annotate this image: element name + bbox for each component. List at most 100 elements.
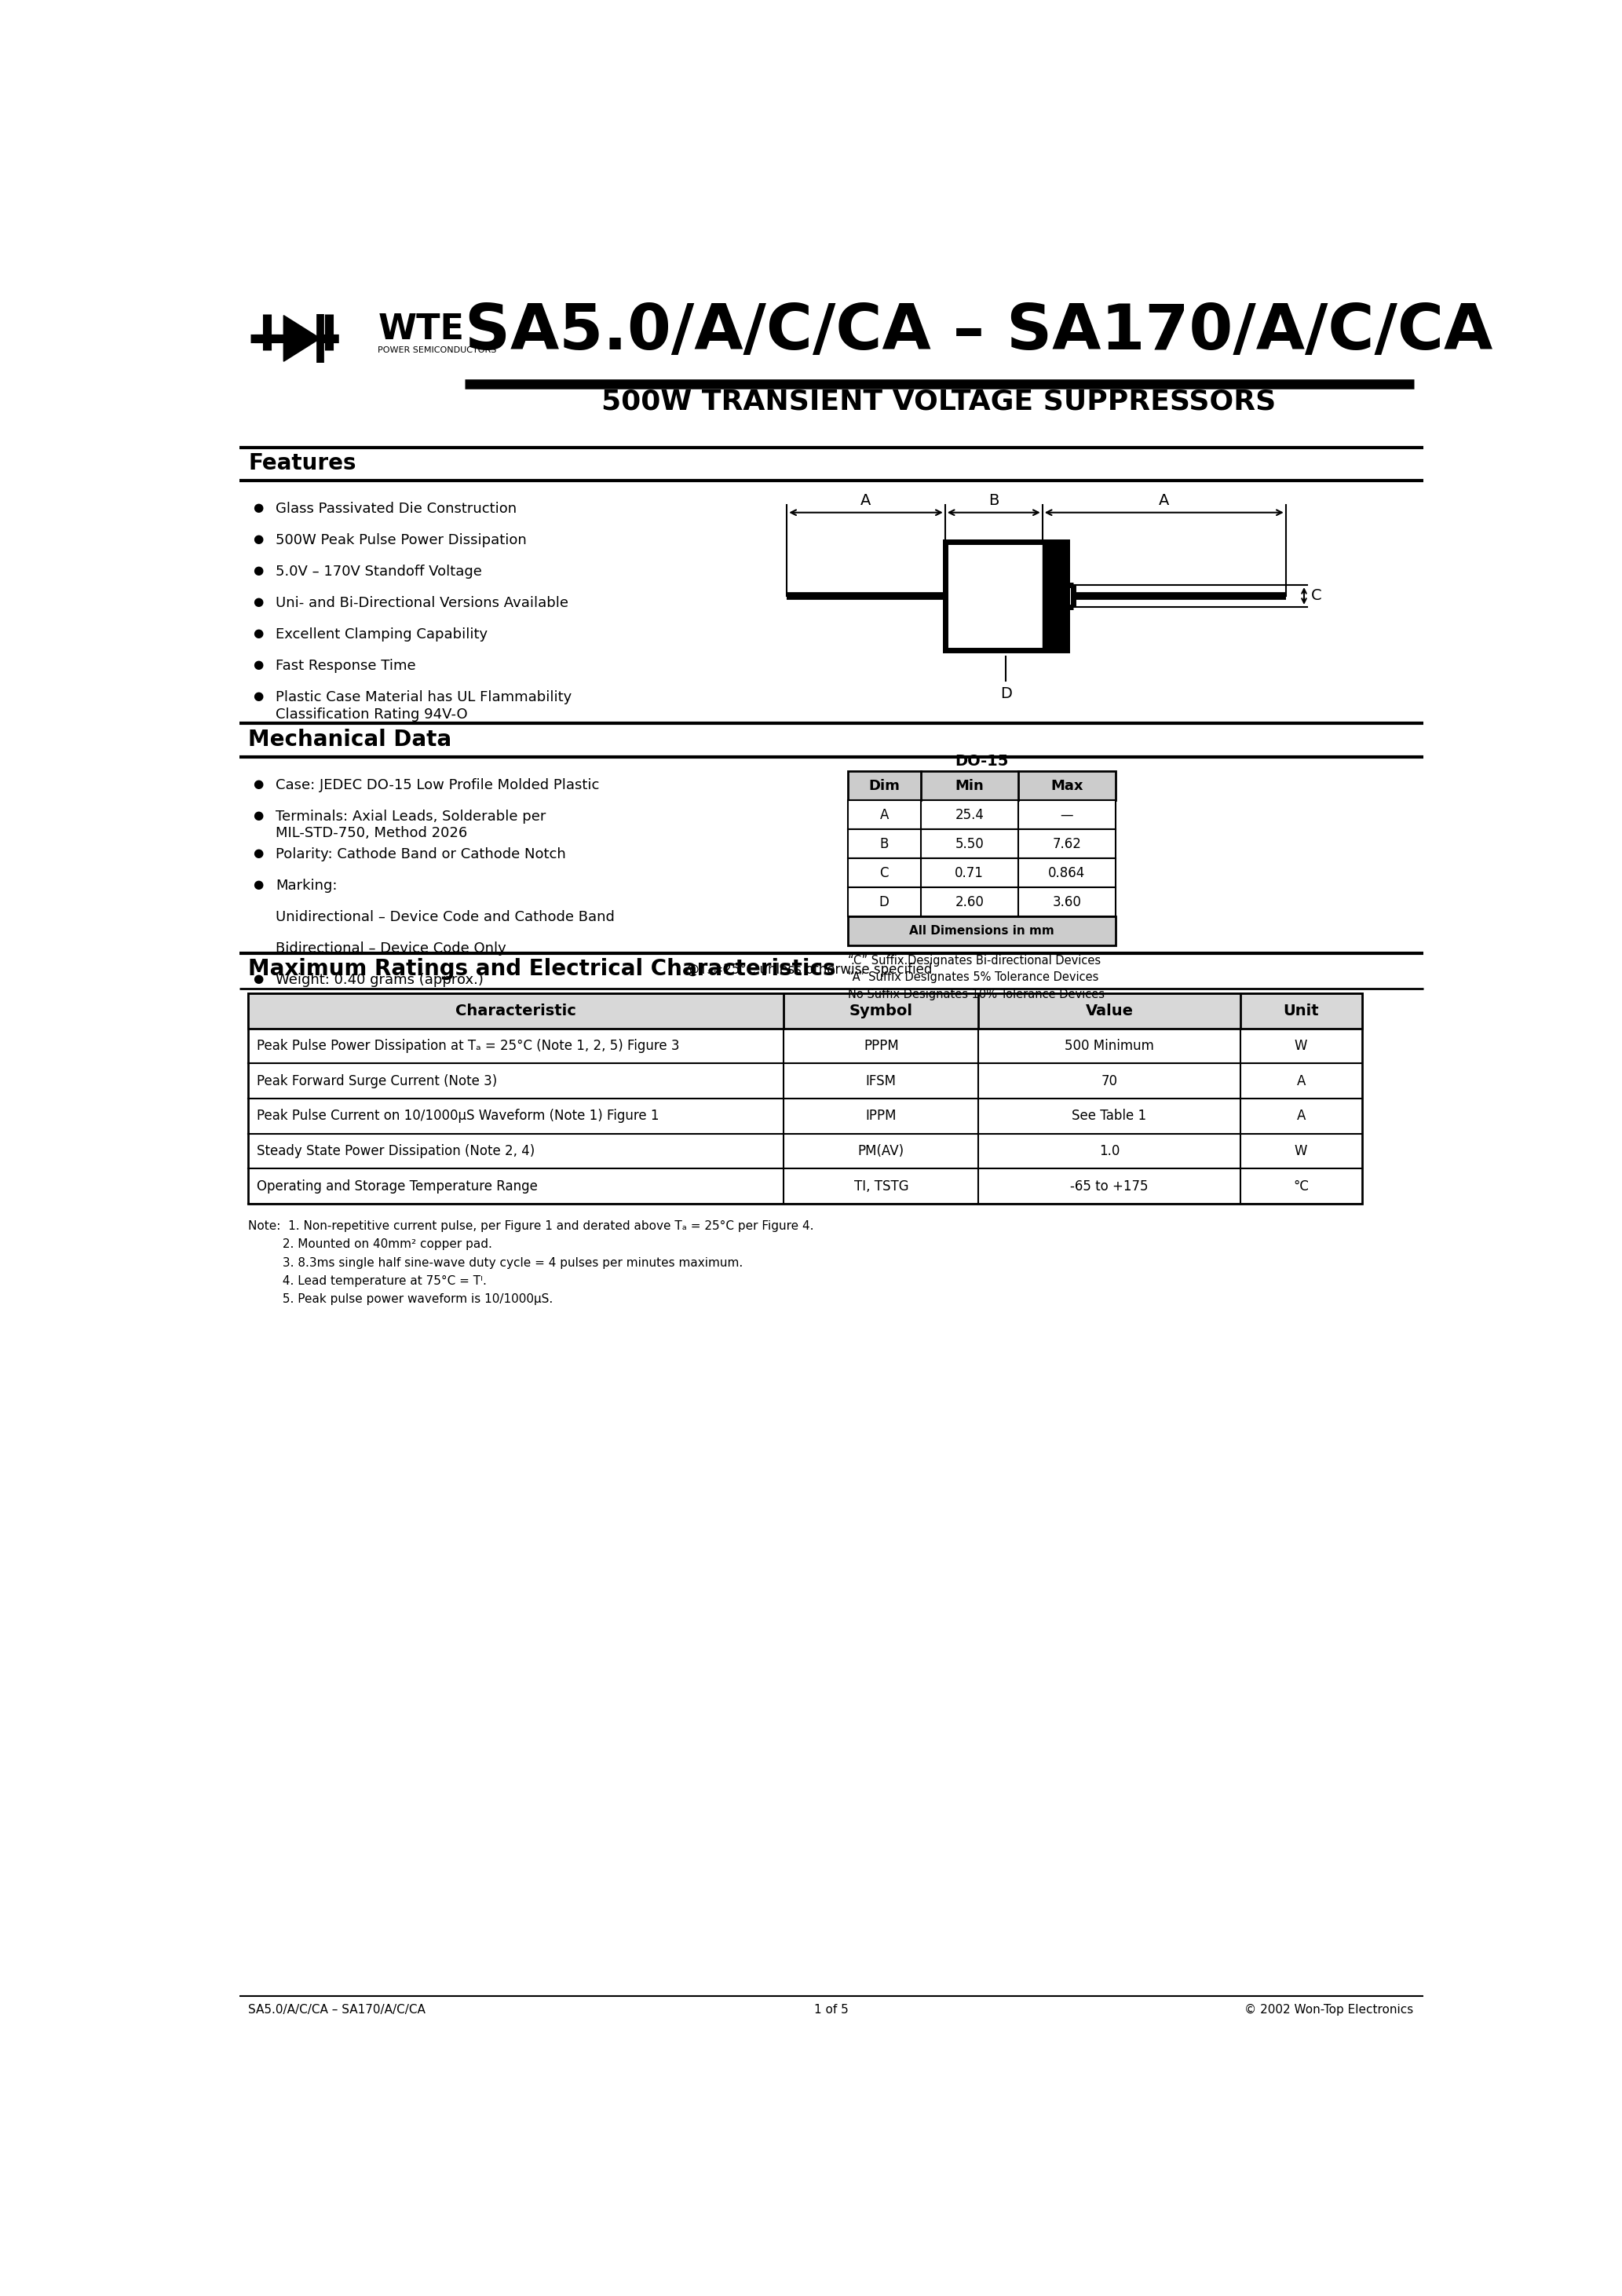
Text: ●: ● (253, 565, 264, 576)
Text: 1 of 5: 1 of 5 (814, 2004, 848, 2016)
Text: 500 Minimum: 500 Minimum (1064, 1038, 1153, 1054)
Text: ●: ● (253, 627, 264, 638)
Text: C: C (879, 866, 889, 879)
Bar (848, 886, 1116, 916)
Bar (848, 916, 1116, 946)
Text: A: A (861, 494, 871, 507)
Text: ●: ● (253, 879, 264, 891)
Text: 500W Peak Pulse Power Dissipation: 500W Peak Pulse Power Dissipation (276, 533, 527, 546)
Bar (946, 542, 1067, 650)
Bar (248, 994, 1362, 1029)
Text: © 2002 Won-Top Electronics: © 2002 Won-Top Electronics (1244, 2004, 1413, 2016)
Text: No Suffix Designates 10% Tolerance Devices: No Suffix Designates 10% Tolerance Devic… (848, 987, 1105, 1001)
Text: SA5.0/A/C/CA – SA170/A/C/CA: SA5.0/A/C/CA – SA170/A/C/CA (248, 2004, 425, 2016)
Text: B: B (879, 836, 889, 852)
Text: Unit: Unit (1283, 1003, 1319, 1017)
Bar (1043, 542, 1067, 650)
Bar (848, 829, 1116, 859)
Text: 5.50: 5.50 (955, 836, 985, 852)
Text: 5.0V – 170V Standoff Voltage: 5.0V – 170V Standoff Voltage (276, 565, 482, 579)
Text: Marking:: Marking: (276, 879, 337, 893)
Text: Weight: 0.40 grams (approx.): Weight: 0.40 grams (approx.) (276, 974, 483, 987)
Text: DO-15: DO-15 (955, 753, 1009, 769)
Polygon shape (284, 315, 320, 360)
Text: -65 to +175: -65 to +175 (1071, 1180, 1148, 1194)
Text: Maximum Ratings and Electrical Characteristics: Maximum Ratings and Electrical Character… (248, 957, 835, 980)
Text: —: — (1061, 808, 1074, 822)
Text: C: C (1311, 588, 1322, 604)
Text: @Tₐ=25°C unless otherwise specified: @Tₐ=25°C unless otherwise specified (686, 962, 933, 978)
Text: Peak Forward Surge Current (Note 3): Peak Forward Surge Current (Note 3) (256, 1075, 498, 1088)
Text: Peak Pulse Current on 10/1000μS Waveform (Note 1) Figure 1: Peak Pulse Current on 10/1000μS Waveform… (256, 1109, 659, 1123)
Text: A: A (879, 808, 889, 822)
Text: Peak Pulse Power Dissipation at Tₐ = 25°C (Note 1, 2, 5) Figure 3: Peak Pulse Power Dissipation at Tₐ = 25°… (256, 1038, 680, 1054)
Text: Case: JEDEC DO-15 Low Profile Molded Plastic: Case: JEDEC DO-15 Low Profile Molded Pla… (276, 778, 600, 792)
Text: B: B (988, 494, 999, 507)
Text: W: W (1294, 1143, 1307, 1157)
Text: TI, TSTG: TI, TSTG (853, 1180, 908, 1194)
Text: ●: ● (253, 847, 264, 859)
Bar (248, 994, 1362, 1203)
Text: WTE: WTE (378, 312, 464, 347)
Text: D: D (1001, 687, 1012, 703)
Text: °C: °C (1293, 1180, 1309, 1194)
Text: Max: Max (1051, 778, 1083, 792)
Text: A: A (1296, 1075, 1306, 1088)
Text: 500W TRANSIENT VOLTAGE SUPPRESSORS: 500W TRANSIENT VOLTAGE SUPPRESSORS (602, 388, 1277, 416)
Text: PM(AV): PM(AV) (858, 1143, 905, 1157)
Text: ●: ● (253, 659, 264, 670)
Text: ●: ● (253, 974, 264, 985)
Text: Bidirectional – Device Code Only: Bidirectional – Device Code Only (276, 941, 506, 955)
Text: W: W (1294, 1038, 1307, 1054)
Text: Glass Passivated Die Construction: Glass Passivated Die Construction (276, 501, 517, 517)
Bar (848, 771, 1116, 801)
Text: Mechanical Data: Mechanical Data (248, 728, 453, 751)
Text: Excellent Clamping Capability: Excellent Clamping Capability (276, 627, 488, 641)
Text: “A” Suffix Designates 5% Tolerance Devices: “A” Suffix Designates 5% Tolerance Devic… (848, 971, 1098, 983)
Text: Fast Response Time: Fast Response Time (276, 659, 415, 673)
Text: ●: ● (253, 501, 264, 514)
Text: POWER SEMICONDUCTORS: POWER SEMICONDUCTORS (378, 347, 496, 354)
Text: IPPM: IPPM (866, 1109, 897, 1123)
Bar (848, 859, 1116, 886)
Text: Terminals: Axial Leads, Solderable per: Terminals: Axial Leads, Solderable per (276, 810, 547, 824)
Text: All Dimensions in mm: All Dimensions in mm (908, 925, 1054, 937)
Text: 3. 8.3ms single half sine-wave duty cycle = 4 pulses per minutes maximum.: 3. 8.3ms single half sine-wave duty cycl… (248, 1256, 743, 1270)
Text: 70: 70 (1101, 1075, 1118, 1088)
Text: Steady State Power Dissipation (Note 2, 4): Steady State Power Dissipation (Note 2, … (256, 1143, 535, 1157)
Text: Dim: Dim (868, 778, 900, 792)
Text: 0.71: 0.71 (955, 866, 985, 879)
Text: 3.60: 3.60 (1053, 895, 1082, 909)
Text: 5. Peak pulse power waveform is 10/1000μS.: 5. Peak pulse power waveform is 10/1000μ… (248, 1293, 553, 1304)
Text: ●: ● (253, 691, 264, 703)
Text: D: D (879, 895, 889, 909)
Text: See Table 1: See Table 1 (1072, 1109, 1147, 1123)
Text: PPPM: PPPM (863, 1038, 899, 1054)
Text: 1.0: 1.0 (1100, 1143, 1119, 1157)
Text: 2. Mounted on 40mm² copper pad.: 2. Mounted on 40mm² copper pad. (248, 1238, 493, 1251)
Text: Min: Min (955, 778, 985, 792)
Text: ●: ● (253, 778, 264, 790)
Text: Unidirectional – Device Code and Cathode Band: Unidirectional – Device Code and Cathode… (276, 909, 615, 923)
Text: “C” Suffix Designates Bi-directional Devices: “C” Suffix Designates Bi-directional Dev… (848, 955, 1101, 967)
Text: A: A (1296, 1109, 1306, 1123)
Text: Uni- and Bi-Directional Versions Available: Uni- and Bi-Directional Versions Availab… (276, 597, 569, 611)
Text: ●: ● (253, 533, 264, 544)
Text: 2.60: 2.60 (955, 895, 985, 909)
Text: Symbol: Symbol (850, 1003, 913, 1017)
Text: Classification Rating 94V-O: Classification Rating 94V-O (276, 707, 467, 721)
Text: Value: Value (1085, 1003, 1134, 1017)
Text: Operating and Storage Temperature Range: Operating and Storage Temperature Range (256, 1180, 539, 1194)
Text: MIL-STD-750, Method 2026: MIL-STD-750, Method 2026 (276, 827, 467, 840)
Text: ●: ● (253, 597, 264, 608)
Text: 25.4: 25.4 (955, 808, 985, 822)
Text: Note:  1. Non-repetitive current pulse, per Figure 1 and derated above Tₐ = 25°C: Note: 1. Non-repetitive current pulse, p… (248, 1221, 814, 1233)
Text: Features: Features (248, 452, 357, 473)
Text: SA5.0/A/C/CA – SA170/A/C/CA: SA5.0/A/C/CA – SA170/A/C/CA (464, 301, 1492, 363)
Text: 4. Lead temperature at 75°C = Tᴵ.: 4. Lead temperature at 75°C = Tᴵ. (248, 1274, 487, 1286)
Text: Plastic Case Material has UL Flammability: Plastic Case Material has UL Flammabilit… (276, 691, 573, 705)
Bar (848, 801, 1116, 829)
Text: 7.62: 7.62 (1053, 836, 1082, 852)
Text: IFSM: IFSM (866, 1075, 897, 1088)
Text: Polarity: Cathode Band or Cathode Notch: Polarity: Cathode Band or Cathode Notch (276, 847, 566, 861)
